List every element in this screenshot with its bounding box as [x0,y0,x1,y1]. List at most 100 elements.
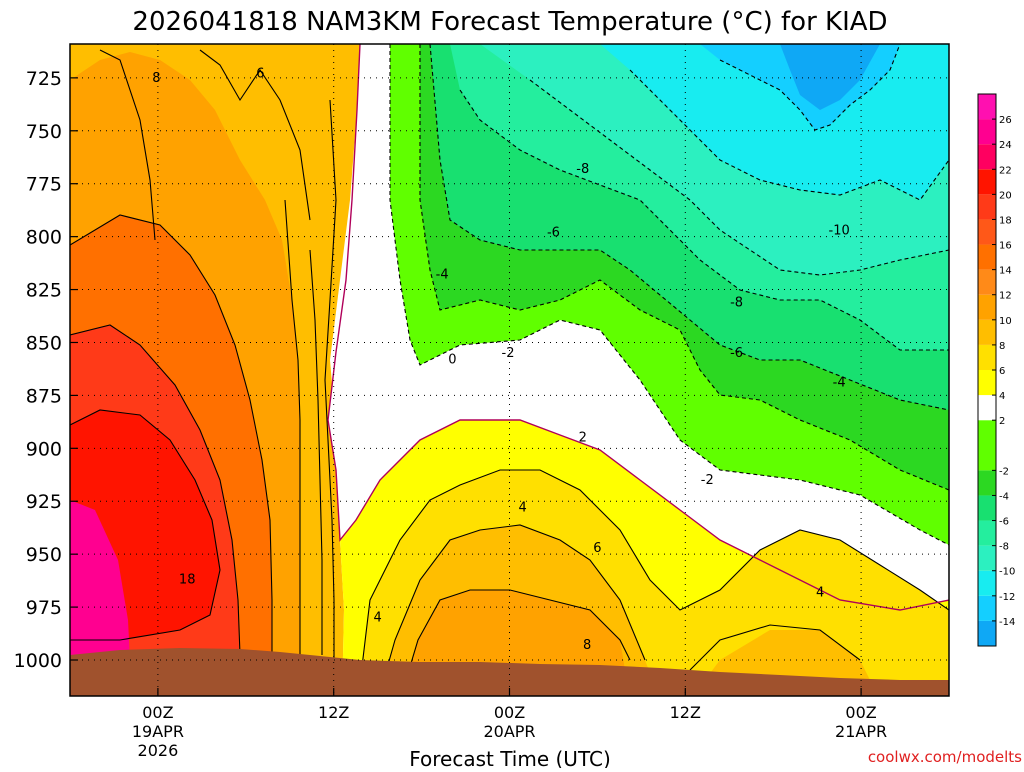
band-magenta [70,500,130,660]
colorbar-swatch [978,395,996,421]
colorbar-swatch [978,520,996,546]
contour-label: 4 [816,585,824,600]
colorbar-label: -6 [999,517,1009,528]
colorbar-swatch [978,219,996,245]
chart-title: 2026041818 NAM3KM Forecast Temperature (… [132,7,887,37]
colorbar-swatch [978,144,996,170]
colorbar-label: -4 [999,491,1009,502]
colorbar-label: 8 [999,341,1005,352]
y-tick-label: 950 [26,544,62,566]
contour-line-warm-2 [70,324,241,656]
colorbar-label: -2 [999,466,1009,477]
contour-label: 8 [152,71,160,86]
colorbar-label: 6 [999,366,1005,377]
y-tick-label: 975 [26,597,62,619]
y-tick-label: 875 [26,385,62,407]
contour-label: -4 [833,376,846,391]
contour-neg10 [529,79,949,276]
colorbar-label: -12 [999,592,1015,603]
colorbar-swatch [978,570,996,596]
y-axis: 725 750 775 800 825 850 875 900 925 950 975 1000 [14,68,78,672]
contour-label: 0 [448,352,456,367]
x-axis-label: Forecast Time (UTC) [409,747,611,768]
contour-neg2 [389,44,949,546]
contour-labels: 8 6 -8 -6 -10 -4 -8 -6 -4 0 -2 2 -2 4 6 18 4 4 8 [152,67,849,654]
contour-label: -2 [701,473,714,488]
contour-neg4 [419,44,949,491]
contour-line-4-right [689,624,861,671]
contour-label: 18 [179,573,196,588]
y-tick-label: 775 [26,174,62,196]
contour-line-warm-4 [284,199,301,655]
contour-6 [199,49,311,221]
colorbar-label: 24 [999,140,1012,151]
y-tick-label: 900 [26,438,62,460]
colorbar-swatch [978,620,996,646]
contour-line-warm-3 [70,409,221,641]
ground-terrain [70,648,949,696]
x-tick-label: 12Z [318,703,349,722]
colorbar-swatch [978,94,996,120]
contour-lines-dashed [389,44,949,546]
contour-label: 4 [374,611,382,626]
contour-label: -6 [730,346,743,361]
colorbar-swatch [978,420,996,471]
y-tick-label: 800 [26,227,62,249]
contour-line-warm-1 [70,214,273,655]
contour-label: 8 [583,638,591,653]
colorbar-swatch [978,595,996,621]
contour-label: -4 [436,268,449,283]
contour-label: 2 [579,431,587,446]
colorbar-swatch [978,470,996,496]
colorbar-label: 22 [999,165,1012,176]
y-tick-label: 1000 [14,650,62,672]
contour-neg12 [629,69,949,201]
plot-area: 8 6 -8 -6 -10 -4 -8 -6 -4 0 -2 2 -2 4 6 18 4 4 8 [70,44,949,696]
contour-neg6 [429,44,949,411]
contour-8 [99,49,156,241]
colorbar-label: 14 [999,266,1012,277]
y-tick-label: 725 [26,68,62,90]
contour-lines [70,49,949,696]
contour-label: -10 [829,223,850,238]
colorbar-label: 12 [999,291,1012,302]
freezing-line-0C [327,44,949,611]
colorbar-label: 18 [999,215,1012,226]
colorbar-swatch [978,495,996,521]
colorbar-label: -8 [999,542,1009,553]
colorbar-swatch [978,269,996,295]
colorbar-swatch [978,244,996,270]
colorbar-label: 10 [999,316,1012,327]
gridlines [70,44,949,696]
colorbar-swatch [978,344,996,370]
colorbar-label: 4 [999,391,1005,402]
colorbar-swatch [978,119,996,145]
contour-line-warm-5 [309,249,323,655]
contour-label: -8 [730,295,743,310]
contour-label: 4 [519,501,527,516]
x-tick-sub2: 2026 [138,741,179,760]
contour-label: -2 [502,346,515,361]
x-tick-label: 12Z [670,703,701,722]
colorbar-swatch [978,194,996,220]
y-tick-label: 750 [26,121,62,143]
contour-label: 6 [593,541,601,556]
colorbar-label: -14 [999,617,1015,628]
colorbar-label: 16 [999,241,1012,252]
contour-line-warm-6 [324,99,337,660]
x-tick-label: 00Z [845,703,876,722]
y-tick-label: 850 [26,332,62,354]
colorbar-swatch [978,169,996,195]
credit-text[interactable]: coolwx.com/modelts [868,748,1022,766]
x-tick-sub1: 21APR [835,722,887,741]
contour-line-6 [378,524,646,696]
x-tick-label: 00Z [142,703,173,722]
colorbar-label: 20 [999,190,1012,201]
contour-label: -8 [576,162,589,177]
contour-label: -6 [547,225,560,240]
x-tick-sub1: 19APR [132,722,184,741]
colorbar-label: -10 [999,567,1015,578]
